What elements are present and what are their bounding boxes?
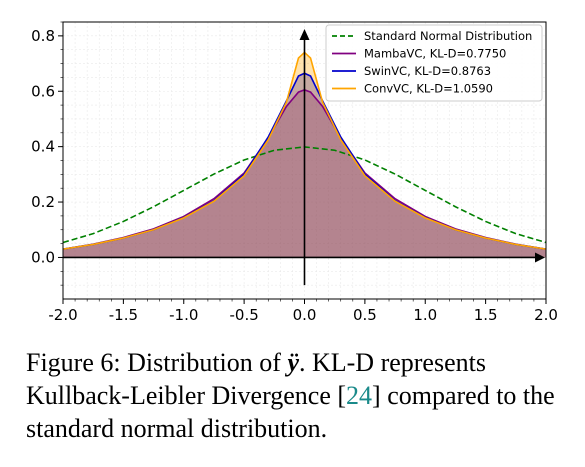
axes [58,21,547,304]
x-tick-label: -1.5 [109,306,138,324]
caption-variable: ÿ [287,348,299,377]
y-axis-arrowhead [299,29,310,40]
x-tick-label: -0.5 [229,306,258,324]
legend-label-3: ConvVC, KL-D=1.0590 [364,82,493,96]
y-tick-label: 0.2 [31,193,55,211]
legend-label-1: MambaVC, KL-D=0.7750 [364,47,506,61]
y-tick-label: 0.6 [31,82,55,100]
y-tick-label: 0.0 [31,248,55,266]
caption-prefix: Figure 6: Distribution of [26,348,288,377]
x-tick-label: 0.5 [353,306,377,324]
x-tick-label: -1.0 [169,306,198,324]
y-tick-label: 0.8 [31,27,55,45]
x-tick-label: 1.5 [474,306,498,324]
distribution-chart: -2.0 -1.5 -1.0 -0.5 0.0 0.5 1.0 1.5 2.0 0.0 0.2 0.4… [31,21,558,324]
figure-caption: Figure 6: Distribution of ÿ. KL-D repres… [26,346,574,445]
x-tick-label: -2.0 [48,306,77,324]
legend: Standard Normal Distribution MambaVC, KL-… [325,24,543,102]
caption-suffix: ] compared to the standard normal distri… [26,381,555,443]
y-tick-label: 0.4 [31,138,55,156]
tick-labels: -2.0 -1.5 -1.0 -0.5 0.0 0.5 1.0 1.5 2.0 0.0 0.2 0.4… [31,27,558,324]
legend-label-0: Standard Normal Distribution [364,29,532,43]
caption-citation-link[interactable]: 24 [346,381,373,410]
x-axis-arrowhead [535,252,545,263]
x-tick-label: 2.0 [534,306,558,324]
legend-box [325,24,543,102]
legend-label-2: SwinVC, KL-D=0.8763 [364,64,491,78]
x-tick-label: 1.0 [413,306,437,324]
caption-middle: . KL-D represents Kullback-Leibler Diver… [26,348,486,410]
x-tick-label: 0.0 [293,306,317,324]
